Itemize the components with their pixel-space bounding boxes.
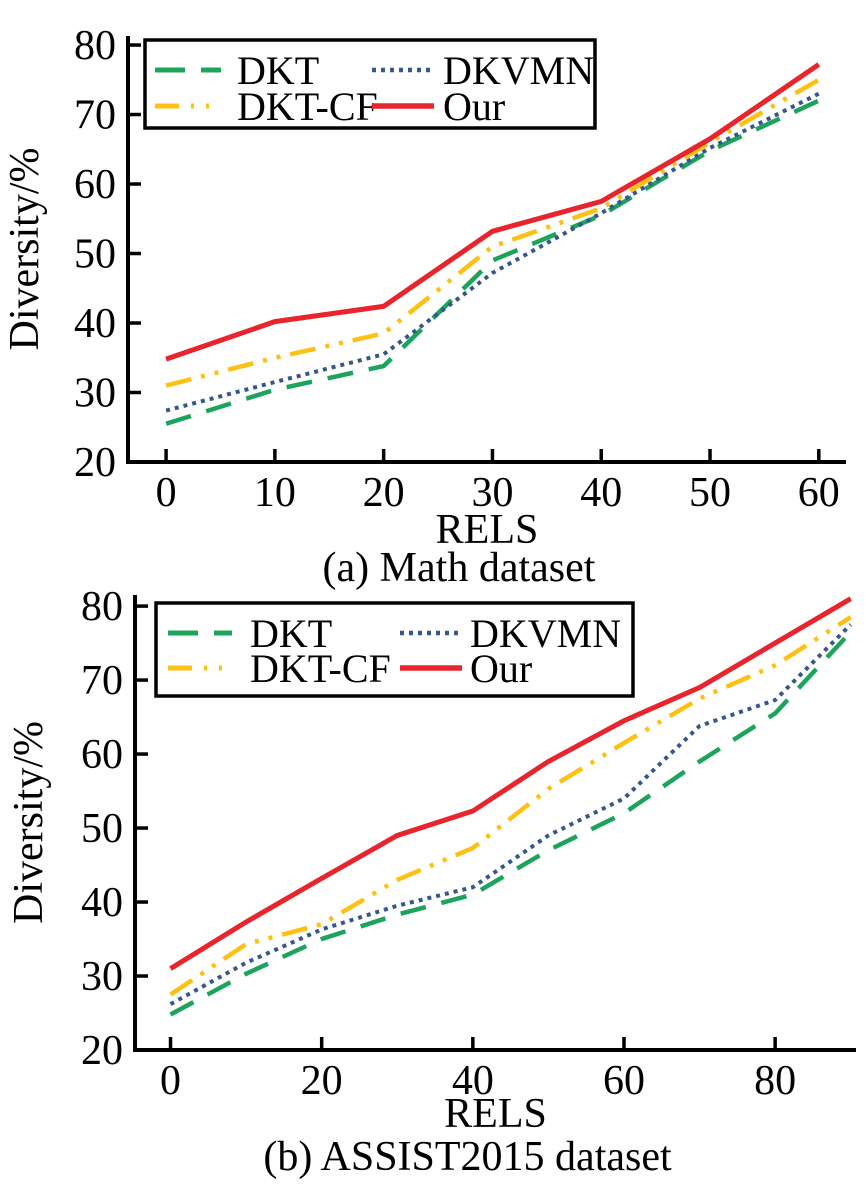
y-axis-label: Diversity/%	[6, 721, 52, 924]
legend-label-dkt-cf: DKT-CF	[250, 646, 391, 691]
legend-box	[143, 38, 597, 130]
x-tick-label: 50	[689, 470, 731, 516]
x-tick-label: 20	[301, 1058, 343, 1104]
x-tick-label: 80	[754, 1058, 796, 1104]
x-tick-label: 0	[156, 470, 177, 516]
y-tick-label: 60	[74, 162, 116, 208]
legend-label-dkvmn: DKVMN	[470, 611, 621, 656]
chart-caption: (a) Math dataset	[323, 545, 596, 590]
x-tick-label: 60	[603, 1058, 645, 1104]
y-tick-label: 30	[74, 371, 116, 417]
y-tick-label: 20	[81, 1028, 123, 1074]
x-tick-label: 60	[798, 470, 840, 516]
y-tick-label: 40	[74, 301, 116, 347]
legend-label-dkvmn: DKVMN	[443, 48, 594, 93]
y-tick-label: 50	[74, 232, 116, 278]
x-tick-label: 10	[254, 470, 296, 516]
y-tick-label: 80	[74, 23, 116, 69]
math-dataset-chart: 20 30 40 50 60 70 80 0 10 20 30 40 50 60 RELS Diversity…	[2, 23, 846, 590]
y-tick-label: 20	[74, 440, 116, 486]
legend-box	[154, 601, 635, 698]
assist2015-dataset-figure: 20 30 40 50 60 70 80 0 20 40 60 80 RELS Diversity/% (b…	[0, 590, 866, 1192]
x-tick-label: 30	[471, 470, 513, 516]
series-line-dkt	[165, 98, 820, 426]
assist2015-dataset-chart: 20 30 40 50 60 70 80 0 20 40 60 80 RELS Diversity/% (b…	[6, 590, 856, 1180]
chart-caption: (b) ASSIST2015 dataset	[263, 1134, 672, 1180]
series-line-dkvmn	[169, 623, 853, 1006]
series-line-dkvmn	[165, 91, 820, 413]
legend-label-our: Our	[443, 84, 505, 129]
series-line-our	[165, 62, 821, 362]
series-line-dkt-cf	[169, 615, 852, 997]
y-tick-label: 80	[81, 590, 123, 630]
y-axis-label: Diversity/%	[2, 148, 48, 351]
y-tick-label: 70	[81, 658, 123, 704]
legend-label-dkt: DKT	[250, 611, 332, 656]
legend-label-dkt-cf: DKT-CF	[237, 84, 378, 129]
series-line-dkt	[169, 630, 853, 1017]
y-tick-label: 50	[81, 806, 123, 852]
x-axis-label: RELS	[444, 1091, 547, 1137]
y-tick-label: 30	[81, 954, 123, 1000]
x-tick-label: 40	[452, 1058, 494, 1104]
y-tick-label: 60	[81, 732, 123, 778]
y-tick-label: 70	[74, 93, 116, 139]
math-dataset-figure: 20 30 40 50 60 70 80 0 10 20 30 40 50 60 RELS Diversity…	[0, 0, 866, 590]
x-axis-label: RELS	[436, 507, 539, 553]
x-tick-label: 0	[160, 1058, 181, 1104]
x-tick-label: 20	[363, 470, 405, 516]
legend-label-dkt: DKT	[237, 48, 319, 93]
series-line-our	[169, 596, 852, 971]
y-tick-label: 40	[81, 880, 123, 926]
legend-label-our: Our	[470, 646, 532, 691]
x-tick-label: 40	[580, 470, 622, 516]
